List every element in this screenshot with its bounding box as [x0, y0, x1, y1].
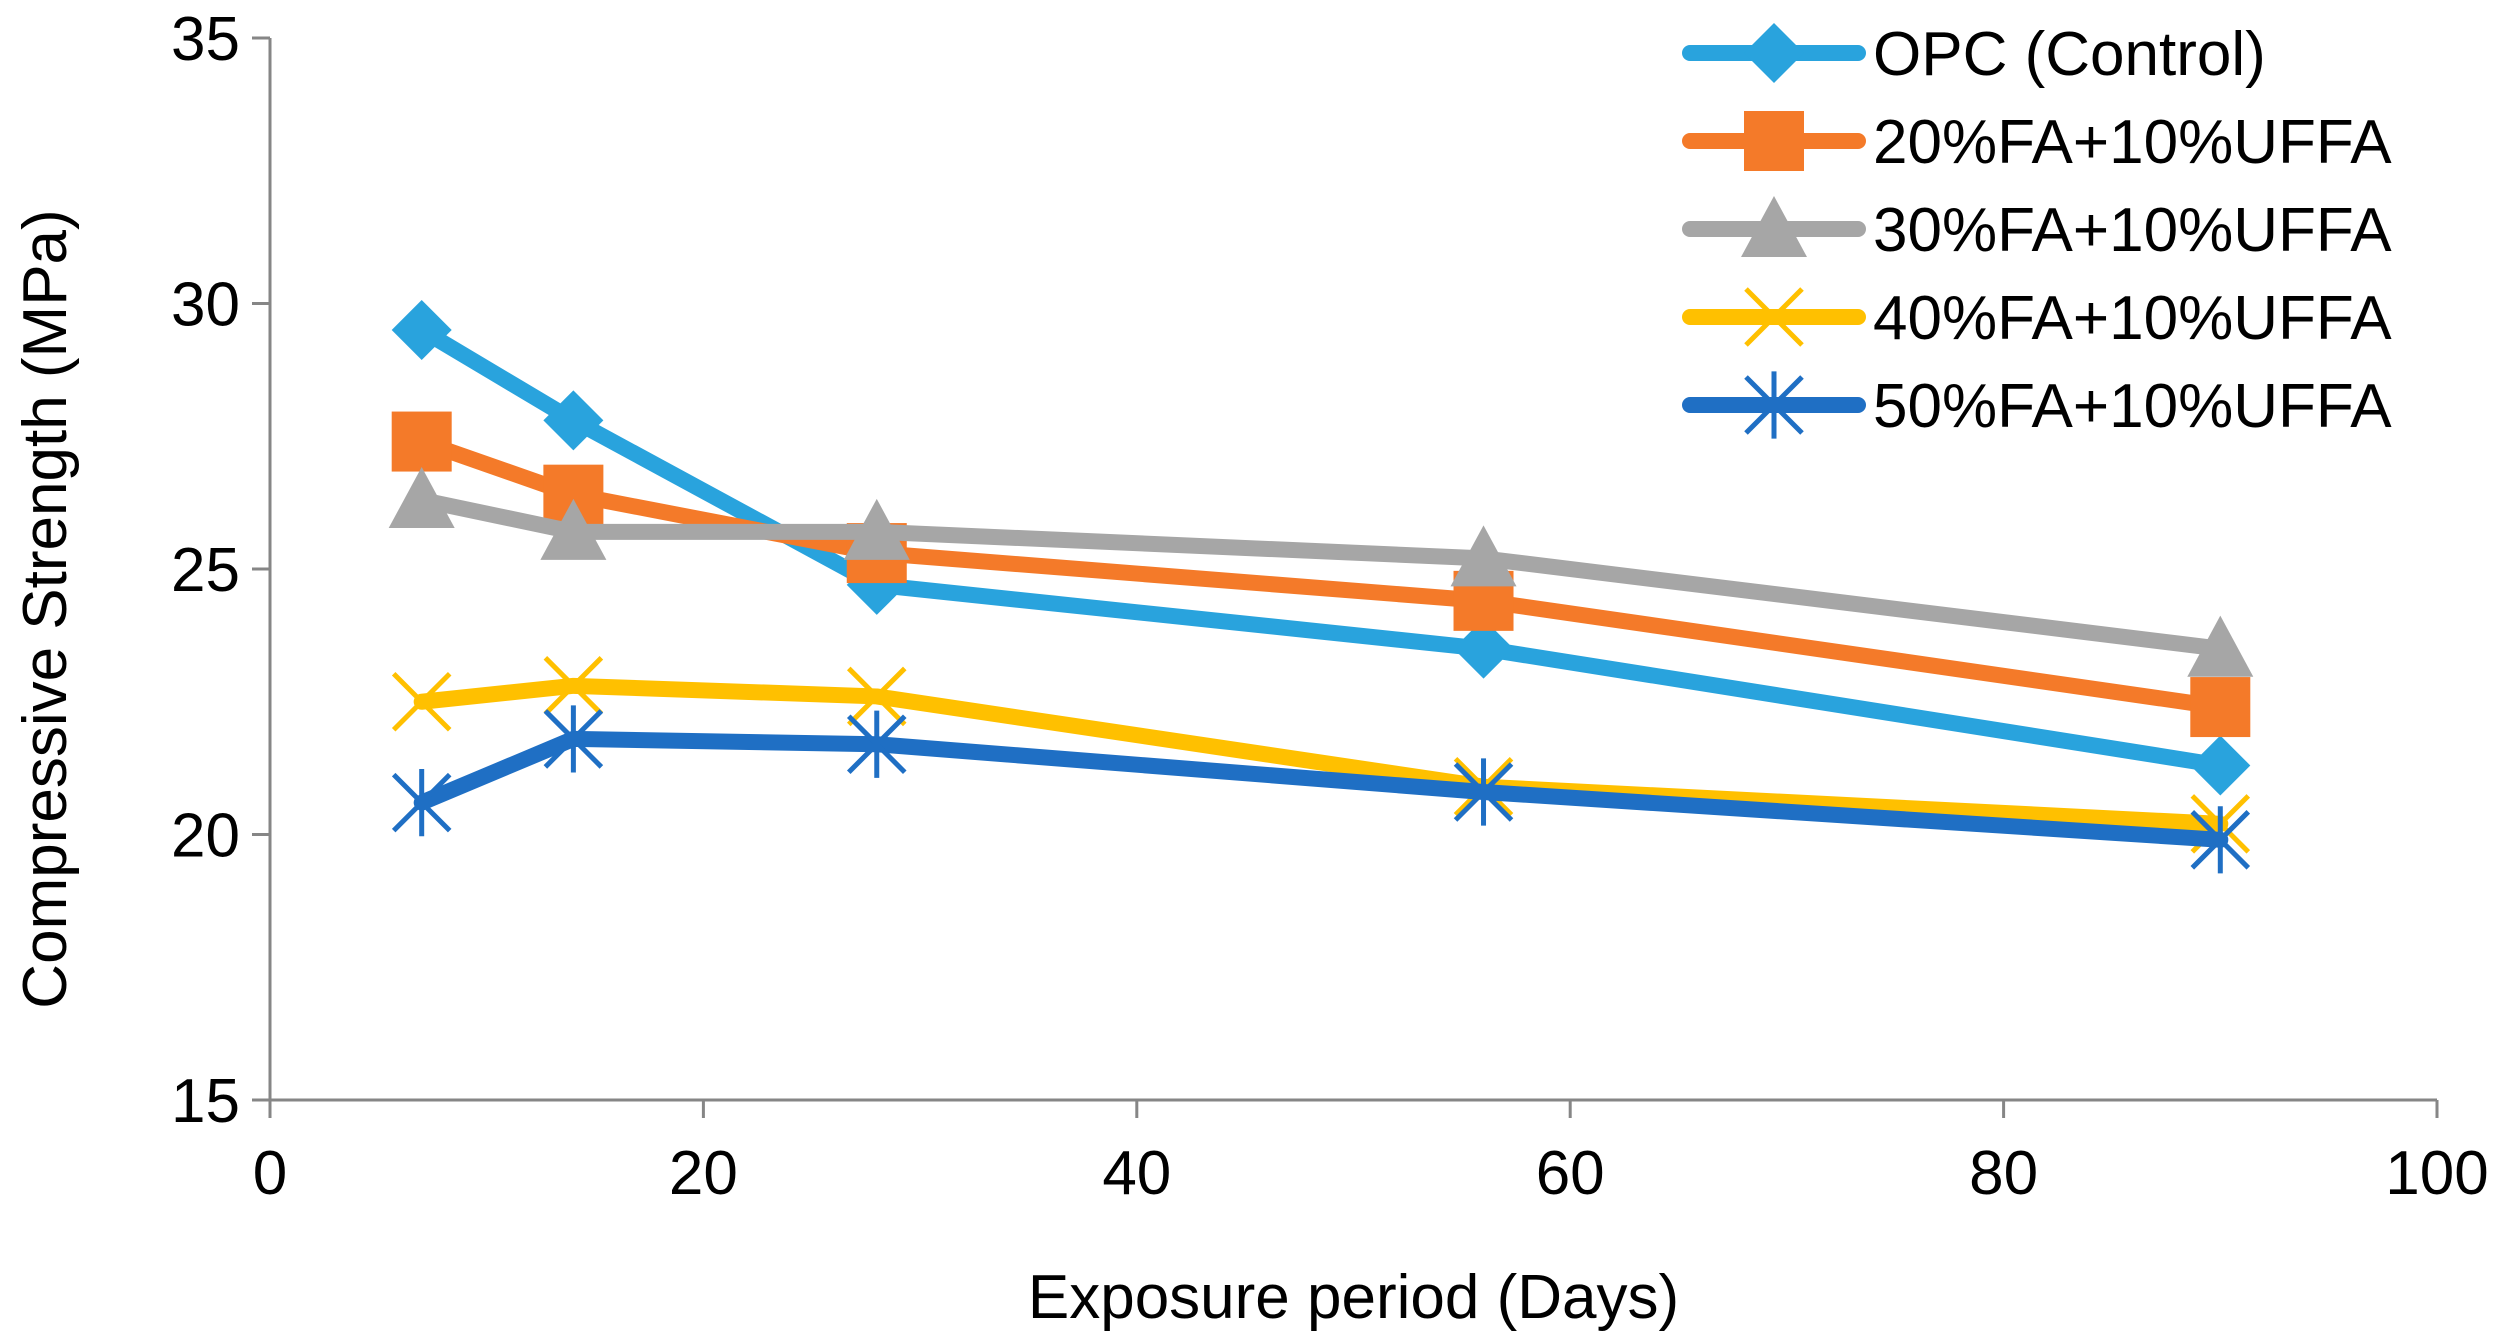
x-tick-label: 0: [253, 1139, 287, 1208]
diamond-marker: [391, 300, 452, 361]
triangle-marker: [1450, 525, 1517, 587]
series-3: [388, 466, 2254, 677]
series-5: [391, 705, 2251, 874]
legend-item: OPC (Control): [1682, 20, 2266, 89]
triangle-marker: [388, 466, 455, 529]
y-tick-label: 25: [171, 536, 240, 605]
star-marker: [2190, 806, 2251, 874]
x-marker: [391, 671, 452, 732]
legend-label: 20%FA+10%UFFA: [1873, 108, 2392, 177]
star-marker: [1453, 758, 1514, 826]
x-tick-label: 40: [1102, 1139, 1171, 1208]
x-marker: [543, 656, 604, 716]
square-marker: [2190, 677, 2251, 738]
legend-item: 20%FA+10%UFFA: [1682, 108, 2392, 177]
legend-item: 50%FA+10%UFFA: [1682, 371, 2392, 441]
x-tick-label: 20: [669, 1139, 738, 1208]
legend-label: 40%FA+10%UFFA: [1873, 284, 2392, 353]
y-tick-label: 20: [171, 802, 240, 871]
axes: 15 20 25 30 35 0 20 40 60 80 100: [171, 5, 2489, 1208]
triangle-marker: [843, 498, 910, 560]
y-tick-label: 35: [171, 5, 240, 74]
diamond-marker: [2190, 735, 2251, 796]
square-marker: [391, 411, 452, 472]
x-marker: [846, 666, 907, 727]
x-marker: [1744, 287, 1804, 347]
x-axis-title: Exposure period (Days): [1028, 1263, 1679, 1332]
star-marker: [391, 769, 452, 837]
triangle-marker: [540, 498, 607, 560]
star-marker: [1744, 371, 1804, 439]
legend: OPC (Control) 20%FA+10%UFFA 30%FA+10%UFFA 4…: [1682, 20, 2392, 441]
legend-item: 40%FA+10%UFFA: [1682, 284, 2392, 353]
diamond-marker: [1744, 23, 1804, 83]
diamond-marker: [1453, 618, 1514, 679]
triangle-marker: [1741, 196, 1807, 258]
diamond-marker: [543, 390, 604, 451]
series-layer: [388, 300, 2254, 874]
square-marker: [1744, 111, 1804, 171]
y-tick-label: 15: [171, 1067, 240, 1136]
legend-label: 50%FA+10%UFFA: [1873, 372, 2392, 441]
legend-item: 30%FA+10%UFFA: [1682, 196, 2392, 265]
x-tick-label: 60: [1536, 1139, 1605, 1208]
series-1: [391, 300, 2251, 796]
x-tick-label: 80: [1969, 1139, 2038, 1208]
legend-label: OPC (Control): [1873, 20, 2266, 89]
x-tick-label: 100: [2385, 1139, 2488, 1208]
y-tick-label: 30: [171, 271, 240, 340]
star-marker: [543, 705, 604, 773]
y-axis-title: Compressive Strength (MPa): [11, 209, 80, 1008]
legend-label: 30%FA+10%UFFA: [1873, 196, 2392, 265]
triangle-marker: [2187, 615, 2254, 677]
star-marker: [846, 710, 907, 778]
